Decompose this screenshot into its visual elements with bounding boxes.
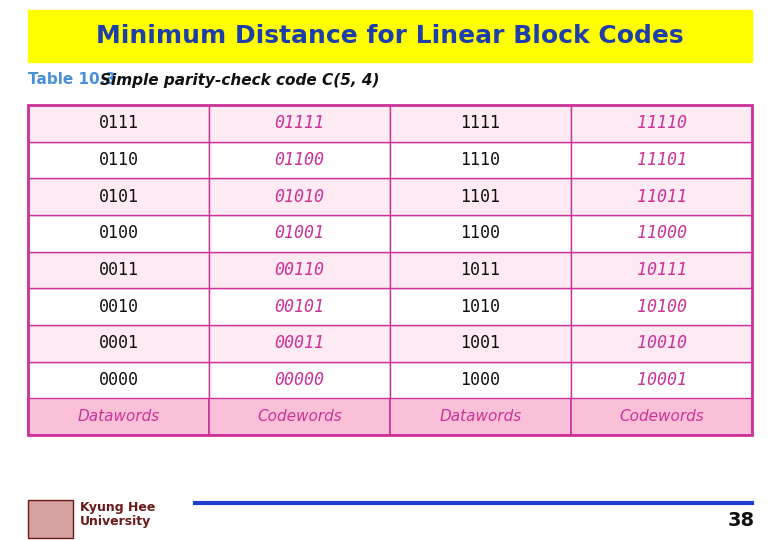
Text: 38: 38 bbox=[728, 510, 755, 530]
Bar bbox=[209, 105, 390, 141]
Text: 1001: 1001 bbox=[460, 334, 501, 352]
Text: 10100: 10100 bbox=[636, 298, 686, 316]
Text: 0011: 0011 bbox=[98, 261, 139, 279]
Bar bbox=[571, 399, 752, 435]
Bar bbox=[28, 500, 73, 538]
Text: 0111: 0111 bbox=[98, 114, 139, 132]
Text: 01010: 01010 bbox=[275, 188, 324, 206]
Bar bbox=[390, 141, 571, 178]
Text: 10010: 10010 bbox=[636, 334, 686, 352]
Bar bbox=[28, 105, 209, 141]
Text: Table 10.3: Table 10.3 bbox=[28, 72, 116, 87]
Bar bbox=[390, 178, 571, 215]
Text: Codewords: Codewords bbox=[619, 409, 704, 424]
Bar bbox=[571, 325, 752, 362]
Text: 1101: 1101 bbox=[460, 188, 501, 206]
Text: 01001: 01001 bbox=[275, 224, 324, 242]
Bar bbox=[28, 288, 209, 325]
Bar bbox=[571, 288, 752, 325]
Text: 0100: 0100 bbox=[98, 224, 139, 242]
Text: 01111: 01111 bbox=[275, 114, 324, 132]
Bar bbox=[209, 325, 390, 362]
Text: Datawords: Datawords bbox=[77, 409, 160, 424]
Bar bbox=[390, 252, 571, 288]
Text: 10111: 10111 bbox=[636, 261, 686, 279]
Bar bbox=[390, 105, 571, 141]
Bar bbox=[28, 105, 752, 435]
Text: 1000: 1000 bbox=[460, 371, 501, 389]
Text: Codewords: Codewords bbox=[257, 409, 342, 424]
Bar bbox=[28, 362, 209, 399]
Text: 11101: 11101 bbox=[636, 151, 686, 169]
Text: Kyung Hee: Kyung Hee bbox=[80, 502, 155, 515]
Bar bbox=[571, 178, 752, 215]
Text: 0000: 0000 bbox=[98, 371, 139, 389]
Bar bbox=[571, 362, 752, 399]
Text: 00110: 00110 bbox=[275, 261, 324, 279]
Text: 0010: 0010 bbox=[98, 298, 139, 316]
Bar bbox=[209, 252, 390, 288]
Bar bbox=[28, 141, 209, 178]
Text: 1100: 1100 bbox=[460, 224, 501, 242]
Bar bbox=[28, 215, 209, 252]
Text: 1010: 1010 bbox=[460, 298, 501, 316]
Bar bbox=[209, 288, 390, 325]
Bar bbox=[209, 178, 390, 215]
Bar bbox=[390, 215, 571, 252]
Text: 0101: 0101 bbox=[98, 188, 139, 206]
Text: 00000: 00000 bbox=[275, 371, 324, 389]
Bar bbox=[28, 178, 209, 215]
Text: Datawords: Datawords bbox=[439, 409, 522, 424]
Text: 11011: 11011 bbox=[636, 188, 686, 206]
Text: 00011: 00011 bbox=[275, 334, 324, 352]
Text: 1110: 1110 bbox=[460, 151, 501, 169]
Text: 01100: 01100 bbox=[275, 151, 324, 169]
Text: 11000: 11000 bbox=[636, 224, 686, 242]
Bar bbox=[390, 325, 571, 362]
Bar bbox=[571, 141, 752, 178]
Bar bbox=[28, 252, 209, 288]
Bar bbox=[28, 399, 209, 435]
FancyBboxPatch shape bbox=[28, 10, 752, 62]
Bar bbox=[209, 362, 390, 399]
Text: 11110: 11110 bbox=[636, 114, 686, 132]
Bar bbox=[390, 288, 571, 325]
Text: 1011: 1011 bbox=[460, 261, 501, 279]
Bar bbox=[390, 399, 571, 435]
Bar bbox=[209, 215, 390, 252]
Text: Minimum Distance for Linear Block Codes: Minimum Distance for Linear Block Codes bbox=[96, 24, 684, 48]
Bar bbox=[28, 325, 209, 362]
Text: 10001: 10001 bbox=[636, 371, 686, 389]
Bar bbox=[571, 105, 752, 141]
Text: University: University bbox=[80, 516, 151, 529]
Bar bbox=[571, 215, 752, 252]
Text: 0110: 0110 bbox=[98, 151, 139, 169]
Text: Simple parity-check code C(5, 4): Simple parity-check code C(5, 4) bbox=[100, 72, 380, 87]
Bar bbox=[209, 399, 390, 435]
Text: 1111: 1111 bbox=[460, 114, 501, 132]
Bar bbox=[390, 362, 571, 399]
Bar bbox=[209, 141, 390, 178]
Text: 00101: 00101 bbox=[275, 298, 324, 316]
Bar bbox=[571, 252, 752, 288]
Text: 0001: 0001 bbox=[98, 334, 139, 352]
